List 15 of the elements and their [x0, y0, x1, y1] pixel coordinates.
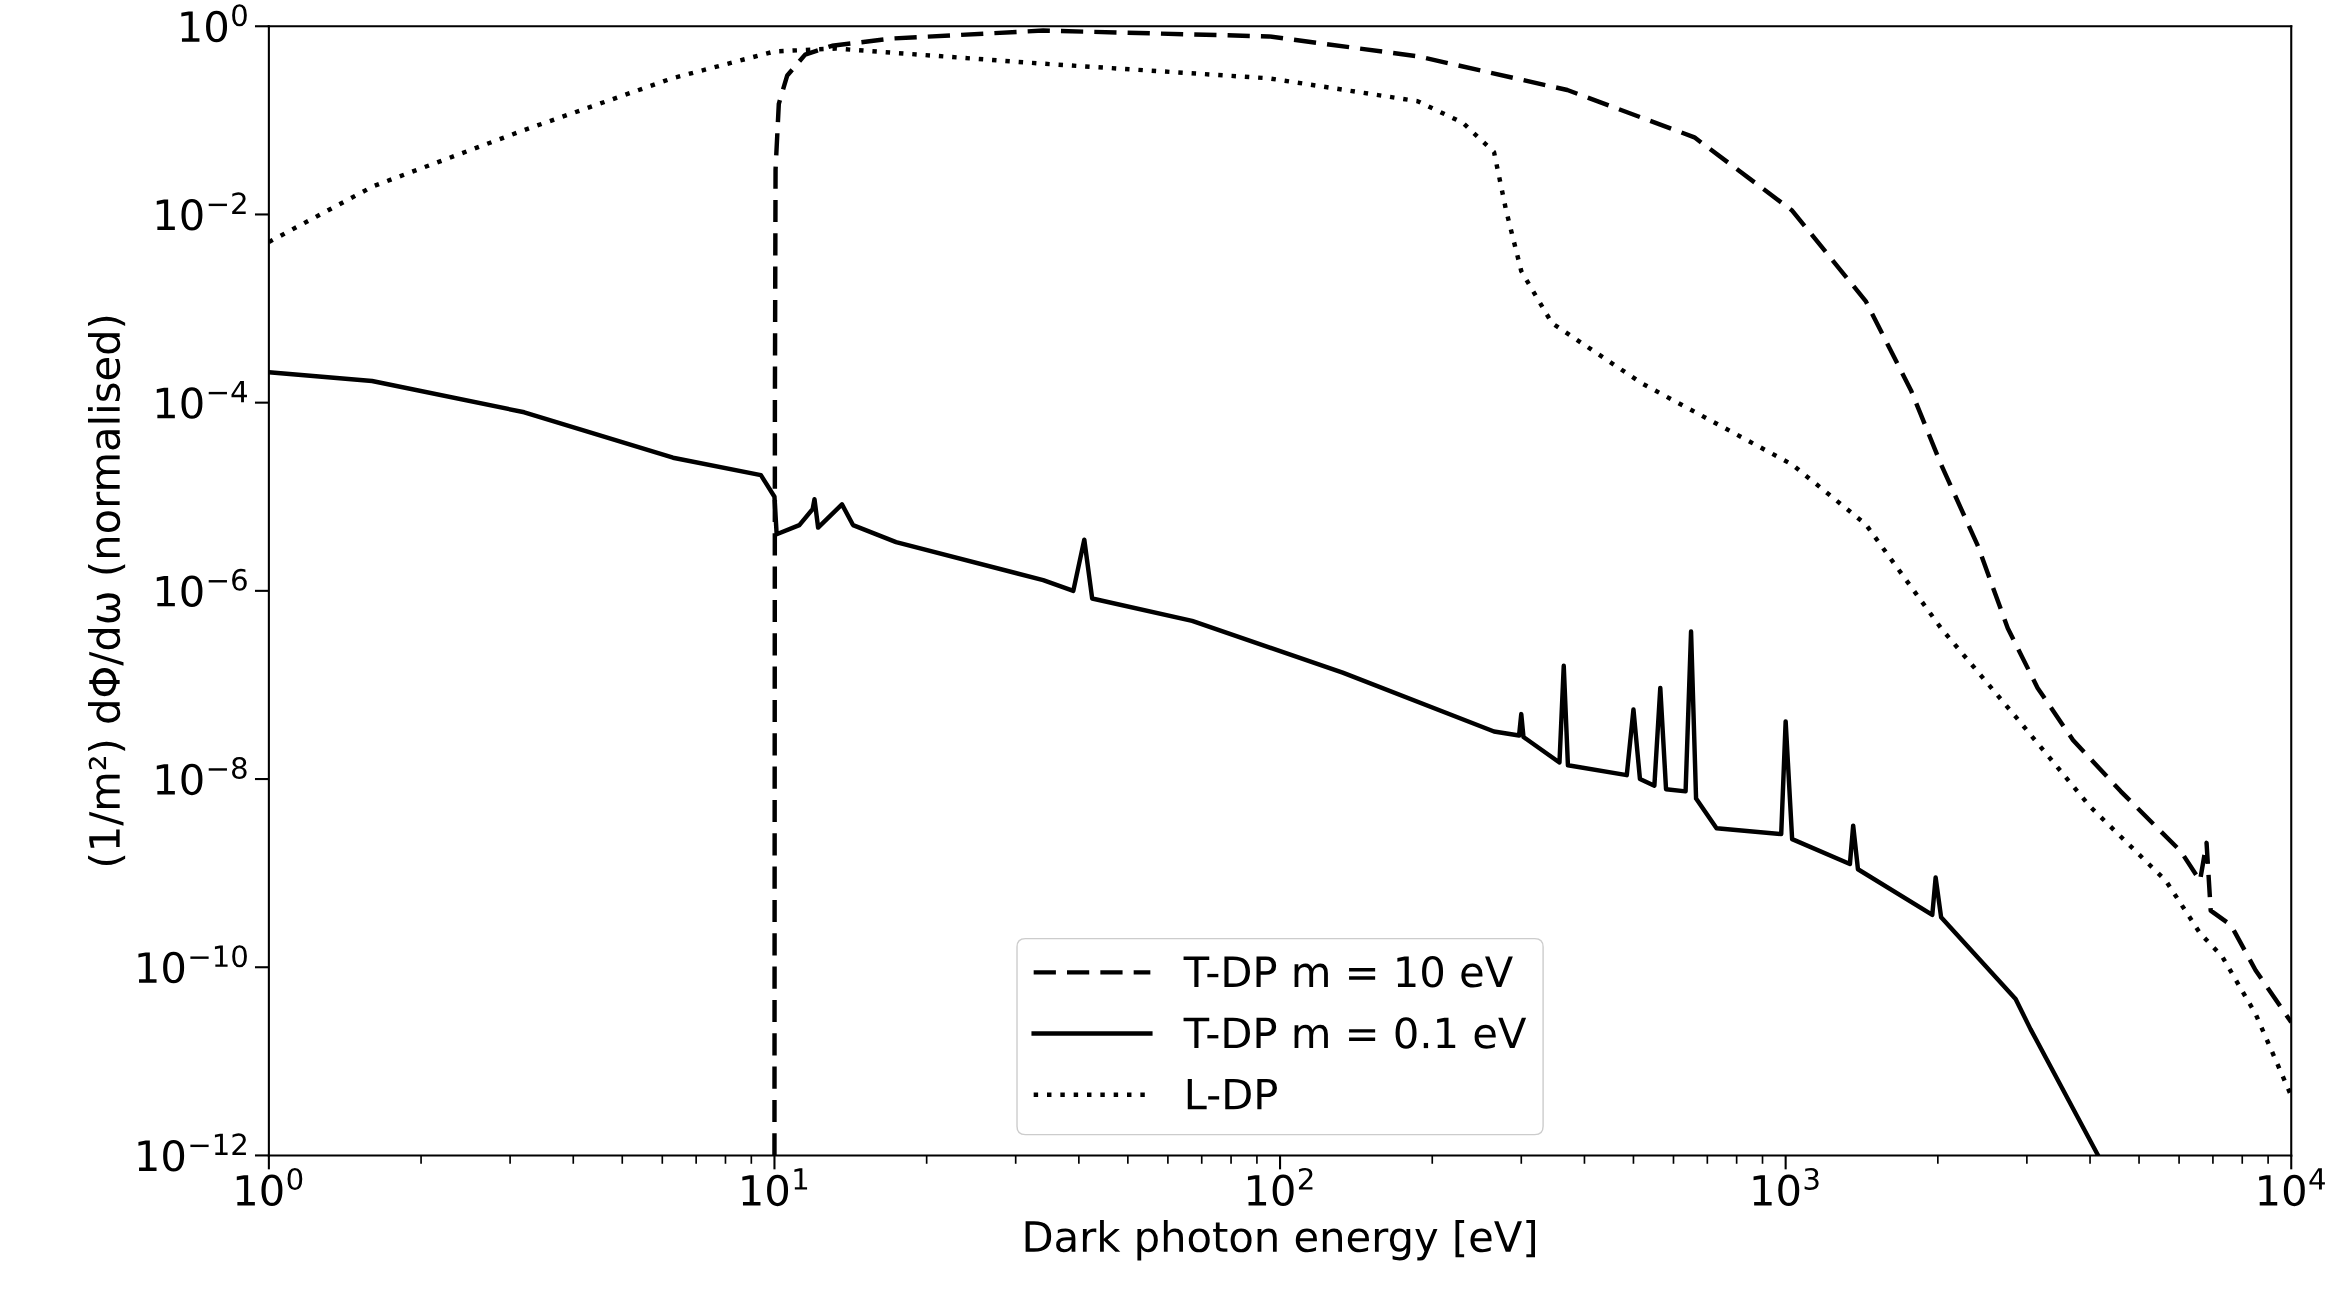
- x-tick-label: 10$^{1}$: [742, 1168, 808, 1207]
- legend-label: T-DP m = 0.1 eV: [1183, 1017, 1527, 1049]
- y-tick-label: 10$^{−8}$: [156, 756, 247, 796]
- x-tick-label: 10$^{4}$: [2259, 1168, 2325, 1207]
- x-tick-label: 10$^{2}$: [1247, 1167, 1313, 1207]
- y-tick-label: 10$^{−6}$: [156, 568, 247, 607]
- y-tick-label: 10$^{−2}$: [156, 192, 246, 231]
- x-tick-label: 10$^{3}$: [1753, 1167, 1819, 1207]
- legend-label: T-DP m = 10 eV: [1183, 956, 1513, 988]
- y-axis-title: (1/m²) dΦ/dω (normalised): [87, 316, 126, 865]
- y-tick-label: 10$^{−10}$: [138, 945, 247, 984]
- y-tick-label: 10$^{−4}$: [156, 380, 247, 419]
- legend-label: L-DP: [1187, 1078, 1277, 1110]
- y-tick-label: 10$^{0}$: [181, 4, 247, 43]
- x-axis-title: Dark photon energy [eV]: [1025, 1220, 1535, 1261]
